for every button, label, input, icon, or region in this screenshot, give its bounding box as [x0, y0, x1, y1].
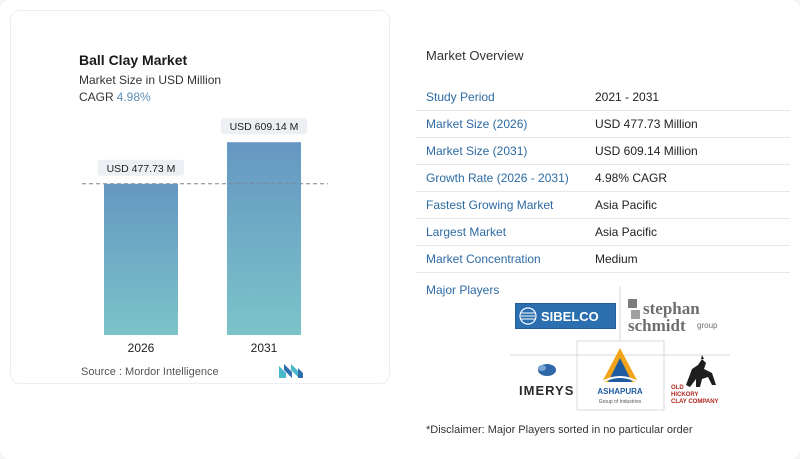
stephan-schmidt-logo-icon: stephan schmidt group	[628, 299, 718, 335]
svg-text:group: group	[697, 321, 718, 330]
overview-title: Market Overview	[426, 48, 524, 63]
row-key: Market Size (2026)	[426, 117, 528, 131]
source-value: Mordor Intelligence	[125, 366, 219, 378]
overview-row-market-size-2031: Market Size (2031) USD 609.14 Million	[416, 138, 790, 165]
row-value: Asia Pacific	[595, 225, 658, 239]
cagr-value: 4.98%	[116, 90, 151, 104]
overview-row-concentration: Market Concentration Medium	[416, 246, 790, 273]
data-label: USD 609.14 M	[230, 121, 299, 133]
row-key: Market Concentration	[426, 252, 541, 266]
svg-text:ASHAPURA: ASHAPURA	[597, 387, 643, 396]
disclaimer-text: *Disclaimer: Major Players sorted in no …	[426, 424, 693, 436]
sibelco-logo-icon: SIBELCO	[515, 303, 616, 329]
chart-cagr: CAGR 4.98%	[79, 90, 151, 104]
overview-row-largest-market: Largest Market Asia Pacific	[416, 219, 790, 246]
chart-card	[10, 10, 390, 384]
row-key: Fastest Growing Market	[426, 198, 554, 212]
x-tick-label: 2026	[128, 341, 155, 355]
row-value: USD 609.14 Million	[595, 144, 698, 158]
source-note: Source : Mordor Intelligence	[81, 366, 219, 378]
row-value: Asia Pacific	[595, 198, 658, 212]
svg-text:OLD: OLD	[671, 385, 684, 391]
x-tick-label: 2031	[251, 341, 278, 355]
source-label: Source :	[81, 366, 122, 378]
row-value: Medium	[595, 252, 638, 266]
data-label-bg	[97, 159, 185, 176]
sibelco-logo-text: SIBELCO	[541, 309, 599, 324]
data-label-bg	[220, 118, 308, 135]
cagr-label: CAGR	[79, 90, 114, 104]
row-key: Largest Market	[426, 225, 507, 239]
overview-row-study-period: Study Period 2021 - 2031	[416, 84, 790, 111]
row-value: 2021 - 2031	[595, 90, 660, 104]
old-hickory-logo-icon: OLD HICKORY CLAY COMPANY	[671, 355, 719, 405]
bar-2026	[104, 183, 178, 335]
data-label: USD 477.73 M	[107, 163, 176, 175]
imerys-logo-icon: IMERYS	[519, 364, 574, 398]
chart-subtitle: Market Size in USD Million	[79, 73, 222, 87]
bar-chart: USD 477.73 M 2026 USD 609.14 M 2031	[82, 118, 328, 355]
row-key: Market Size (2031)	[426, 144, 528, 158]
row-key: Growth Rate (2026 - 2031)	[426, 171, 569, 185]
bar-2031	[227, 142, 301, 335]
imerys-logo-text: IMERYS	[519, 383, 574, 398]
overview-row-fastest-growing: Fastest Growing Market Asia Pacific	[416, 192, 790, 219]
overview-row-growth-rate: Growth Rate (2026 - 2031) 4.98% CAGR	[416, 165, 790, 192]
row-value: 4.98% CAGR	[595, 171, 668, 185]
mordor-intelligence-logo-icon	[279, 364, 303, 378]
major-players-label: Major Players	[426, 283, 500, 297]
svg-text:stephan: stephan	[643, 299, 700, 318]
row-value: USD 477.73 Million	[595, 117, 698, 131]
overview-row-market-size-2026: Market Size (2026) USD 477.73 Million	[416, 111, 790, 138]
svg-text:schmidt: schmidt	[628, 316, 686, 335]
row-key: Study Period	[426, 90, 495, 104]
ashapura-logo-icon: ASHAPURA Group of Industries	[597, 348, 643, 405]
chart-title: Ball Clay Market	[79, 52, 188, 68]
svg-text:Group of Industries: Group of Industries	[599, 399, 642, 405]
svg-text:CLAY COMPANY: CLAY COMPANY	[671, 399, 719, 405]
svg-text:HICKORY: HICKORY	[671, 392, 698, 398]
